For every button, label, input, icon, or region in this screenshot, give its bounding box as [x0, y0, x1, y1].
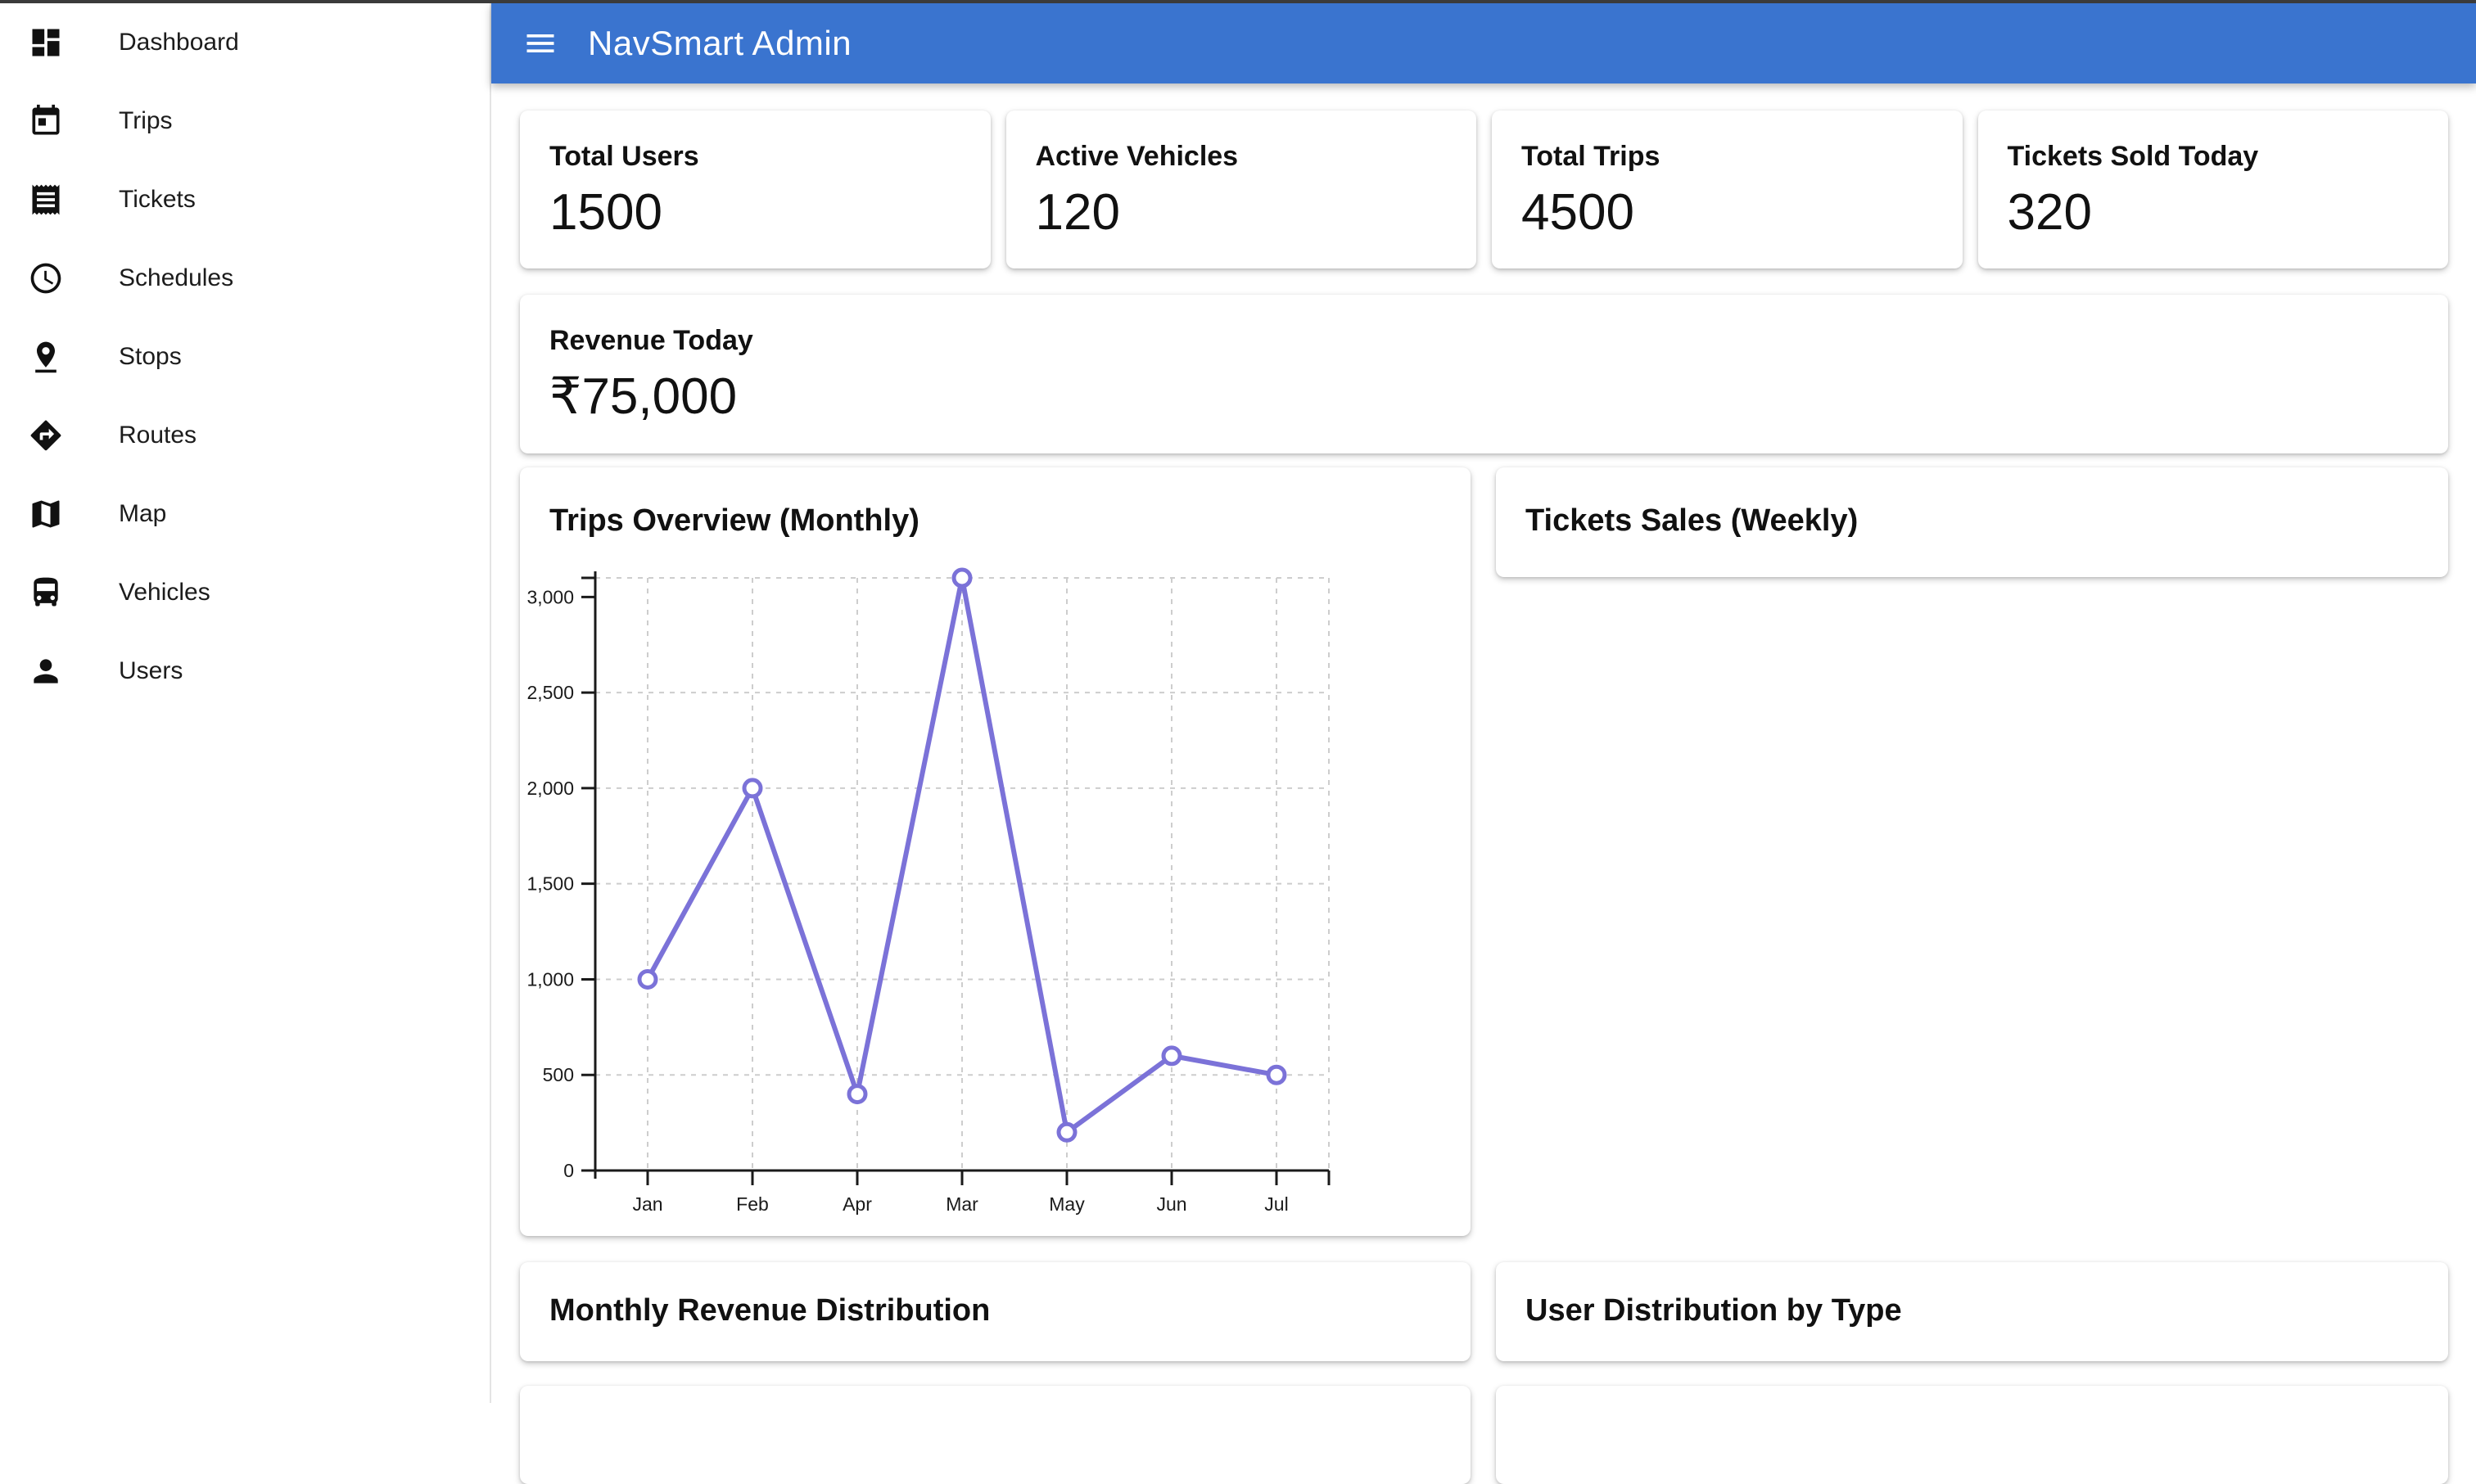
stat-value: 4500 [1521, 183, 1634, 241]
monthly-revenue-card: Monthly Revenue Distribution [520, 1262, 1471, 1361]
tickets-sales-title: Tickets Sales (Weekly) [1525, 503, 1859, 538]
stat-card-total-trips: Total Trips 4500 [1492, 111, 1963, 268]
sidebar-item-label: Trips [119, 107, 173, 134]
sidebar-item-schedules[interactable]: Schedules [0, 239, 490, 318]
stat-label: Tickets Sold Today [2007, 141, 2259, 172]
user-distribution-title: User Distribution by Type [1525, 1293, 1902, 1328]
clock-icon [26, 259, 66, 298]
revenue-row: Revenue Today ₹75,000 [520, 295, 2448, 453]
svg-text:May: May [1049, 1193, 1085, 1215]
revenue-card: Revenue Today ₹75,000 [520, 295, 2448, 453]
svg-text:2,500: 2,500 [526, 682, 574, 703]
sidebar-item-dashboard[interactable]: Dashboard [0, 3, 490, 82]
sidebar: Dashboard Trips Tickets Schedules Stops … [0, 3, 491, 1403]
sidebar-item-label: Dashboard [119, 29, 239, 56]
dashboard-icon [26, 23, 66, 62]
sidebar-item-vehicles[interactable]: Vehicles [0, 553, 490, 632]
svg-text:Mar: Mar [946, 1193, 978, 1215]
user-distribution-card: User Distribution by Type [1496, 1262, 2448, 1361]
stat-value: 120 [1035, 183, 1120, 241]
receipt-icon [26, 180, 66, 219]
bottom-titles-row: Monthly Revenue Distribution User Distri… [520, 1262, 2448, 1361]
hamburger-menu-icon[interactable] [521, 24, 560, 63]
svg-text:Jan: Jan [632, 1193, 662, 1215]
main-content: Total Users 1500 Active Vehicles 120 Tot… [491, 83, 2476, 1484]
calendar-icon [26, 101, 66, 141]
svg-text:1,500: 1,500 [526, 873, 574, 895]
trips-line-chart: 0 500 1,000 1,500 2,000 2,500 3,000 Jan Feb Apr Ma… [526, 567, 1331, 1215]
window-top-strip [0, 0, 2476, 3]
clipped-card-left [520, 1386, 1471, 1484]
appbar: NavSmart Admin [491, 3, 2476, 83]
sidebar-item-label: Stops [119, 343, 182, 370]
app-title: NavSmart Admin [588, 24, 852, 62]
trips-overview-card: 0 500 1,000 1,500 2,000 2,500 3,000 Jan Feb Apr Ma… [520, 467, 1471, 1236]
stats-row: Total Users 1500 Active Vehicles 120 Tot… [520, 111, 2448, 268]
person-icon [26, 652, 66, 691]
svg-text:500: 500 [543, 1064, 574, 1085]
clipped-cards-row [520, 1386, 2448, 1484]
svg-text:0: 0 [563, 1160, 574, 1181]
stat-label: Active Vehicles [1035, 141, 1239, 172]
stat-card-tickets-sold: Tickets Sold Today 320 [1977, 111, 2448, 268]
monthly-revenue-title: Monthly Revenue Distribution [549, 1293, 991, 1328]
map-icon [26, 494, 66, 534]
revenue-label: Revenue Today [549, 325, 753, 356]
stat-card-total-users: Total Users 1500 [520, 111, 991, 268]
stat-card-active-vehicles: Active Vehicles 120 [1005, 111, 1476, 268]
clipped-card-right [1496, 1386, 2448, 1484]
sidebar-item-routes[interactable]: Routes [0, 396, 490, 475]
stat-label: Total Users [549, 141, 699, 172]
svg-text:1,000: 1,000 [526, 968, 574, 990]
trips-chart-title: Trips Overview (Monthly) [549, 503, 919, 538]
svg-text:Apr: Apr [843, 1193, 872, 1215]
sidebar-item-stops[interactable]: Stops [0, 318, 490, 396]
stat-label: Total Trips [1521, 141, 1660, 172]
sidebar-item-label: Users [119, 657, 183, 684]
sidebar-item-users[interactable]: Users [0, 632, 490, 710]
charts-row: 0 500 1,000 1,500 2,000 2,500 3,000 Jan Feb Apr Ma… [520, 467, 2448, 1236]
stat-value: 320 [2007, 183, 2092, 241]
svg-text:3,000: 3,000 [526, 586, 574, 607]
svg-text:Feb: Feb [736, 1193, 769, 1215]
directions-icon [26, 416, 66, 455]
svg-text:Jun: Jun [1156, 1193, 1186, 1215]
tickets-sales-card: Tickets Sales (Weekly) [1496, 467, 2448, 577]
sidebar-item-map[interactable]: Map [0, 475, 490, 553]
sidebar-item-label: Map [119, 500, 167, 527]
sidebar-item-label: Routes [119, 422, 197, 449]
sidebar-item-tickets[interactable]: Tickets [0, 160, 490, 239]
svg-text:Jul: Jul [1264, 1193, 1288, 1215]
sidebar-item-label: Vehicles [119, 579, 210, 606]
bus-icon [26, 573, 66, 612]
map-pin-icon [26, 337, 66, 377]
revenue-value: ₹75,000 [549, 368, 738, 425]
sidebar-item-label: Tickets [119, 186, 196, 213]
sidebar-item-trips[interactable]: Trips [0, 82, 490, 160]
svg-text:2,000: 2,000 [526, 778, 574, 799]
sidebar-item-label: Schedules [119, 264, 234, 291]
stat-value: 1500 [549, 183, 662, 241]
